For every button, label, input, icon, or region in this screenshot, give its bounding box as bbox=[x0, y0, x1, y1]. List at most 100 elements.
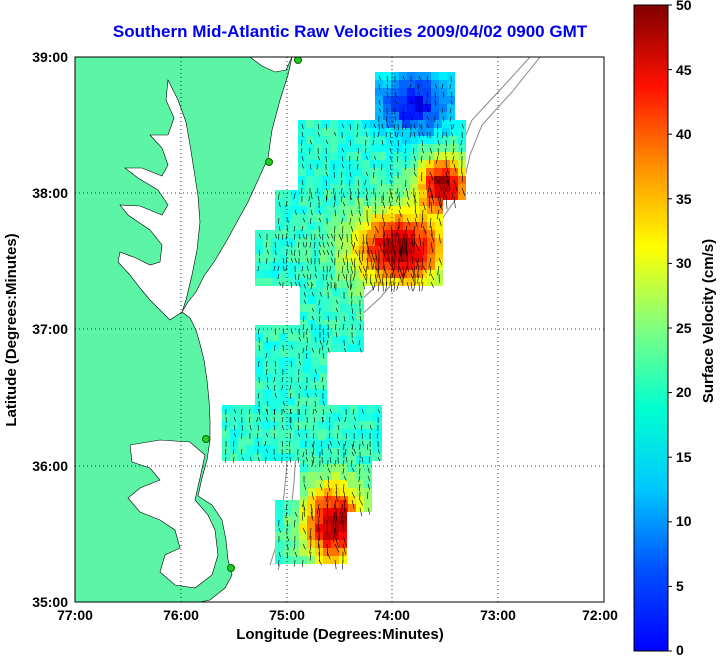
velocity-arrow bbox=[313, 456, 315, 464]
velocity-arrow bbox=[357, 179, 360, 186]
velocity-arrow bbox=[329, 408, 332, 414]
velocity-arrow bbox=[422, 209, 424, 220]
velocity-arrow bbox=[349, 193, 352, 200]
velocity-arrow bbox=[381, 123, 384, 130]
velocity-arrow bbox=[414, 201, 416, 211]
velocity-cell bbox=[311, 341, 319, 349]
velocity-arrow bbox=[397, 233, 400, 248]
velocity-arrow bbox=[365, 265, 368, 276]
velocity-arrow bbox=[321, 416, 324, 422]
velocity-arrow bbox=[330, 233, 334, 239]
velocity-arrow bbox=[390, 233, 394, 246]
velocity-arrow bbox=[297, 241, 300, 248]
velocity-cell bbox=[300, 304, 308, 312]
velocity-cell bbox=[407, 238, 415, 246]
velocity-arrow bbox=[413, 155, 417, 161]
velocity-arrow bbox=[321, 416, 324, 423]
velocity-cell bbox=[340, 296, 348, 304]
velocity-cell bbox=[335, 262, 343, 270]
velocity-cell bbox=[324, 304, 332, 312]
velocity-arrow bbox=[317, 519, 320, 533]
velocity-arrow bbox=[258, 233, 262, 238]
velocity-arrow bbox=[289, 424, 292, 430]
velocity-cell bbox=[278, 413, 286, 421]
velocity-arrow bbox=[350, 233, 353, 243]
velocity-cell bbox=[364, 456, 372, 464]
velocity-arrow bbox=[409, 83, 412, 89]
velocity-arrow bbox=[401, 131, 404, 138]
velocity-arrow bbox=[351, 315, 354, 321]
velocity-arrow bbox=[420, 273, 424, 284]
velocity-arrow bbox=[410, 233, 414, 247]
radar-station-marker bbox=[227, 564, 235, 572]
velocity-cell bbox=[426, 136, 434, 144]
velocity-cell bbox=[378, 128, 386, 136]
velocity-arrow bbox=[282, 408, 286, 413]
colorbar-tick-label: 20 bbox=[676, 384, 692, 400]
velocity-arrow bbox=[341, 155, 344, 162]
velocity-cell bbox=[394, 160, 402, 168]
velocity-cell bbox=[358, 413, 366, 421]
velocity-arrow bbox=[316, 503, 320, 515]
velocity-arrow bbox=[289, 392, 292, 399]
velocity-arrow bbox=[343, 491, 346, 502]
velocity-arrow bbox=[417, 83, 420, 90]
velocity-arrow bbox=[416, 265, 420, 278]
velocity-arrow bbox=[430, 201, 433, 214]
velocity-cell bbox=[291, 198, 299, 206]
velocity-arrow bbox=[305, 456, 309, 462]
velocity-arrow bbox=[382, 257, 386, 271]
velocity-arrow bbox=[286, 241, 289, 248]
velocity-arrow bbox=[398, 201, 401, 210]
velocity-cell bbox=[275, 540, 283, 548]
velocity-arrow bbox=[290, 281, 292, 288]
velocity-arrow bbox=[290, 257, 293, 263]
velocity-arrow bbox=[335, 299, 339, 304]
velocity-cell bbox=[306, 168, 314, 176]
x-tick-label: 74:00 bbox=[374, 607, 410, 623]
velocity-arrow bbox=[422, 265, 428, 274]
velocity-arrow bbox=[233, 440, 235, 447]
velocity-arrow bbox=[258, 416, 261, 422]
velocity-cell bbox=[255, 270, 263, 278]
velocity-arrow bbox=[340, 511, 344, 525]
velocity-arrow bbox=[453, 163, 457, 173]
velocity-arrow bbox=[322, 273, 324, 281]
velocity-arrow bbox=[395, 225, 400, 237]
velocity-arrow bbox=[314, 336, 317, 343]
velocity-arrow bbox=[264, 440, 267, 447]
velocity-arrow bbox=[357, 187, 359, 195]
velocity-arrow bbox=[342, 209, 345, 216]
velocity-cell bbox=[363, 222, 371, 230]
velocity-cell bbox=[300, 464, 308, 472]
velocity-arrow bbox=[420, 171, 423, 182]
velocity-cell bbox=[427, 206, 435, 214]
velocity-arrow bbox=[257, 456, 260, 462]
velocity-arrow bbox=[305, 400, 308, 407]
velocity-arrow bbox=[404, 163, 407, 171]
velocity-arrow bbox=[329, 448, 332, 454]
velocity-cell bbox=[434, 168, 442, 176]
velocity-arrow bbox=[309, 273, 312, 280]
velocity-arrow bbox=[340, 503, 344, 515]
velocity-arrow bbox=[461, 187, 466, 197]
velocity-arrow bbox=[311, 347, 314, 353]
velocity-arrow bbox=[302, 527, 307, 534]
velocity-arrow bbox=[393, 273, 396, 286]
velocity-arrow bbox=[345, 432, 347, 439]
velocity-arrow bbox=[325, 273, 328, 281]
velocity-cell bbox=[332, 448, 340, 456]
velocity-arrow bbox=[372, 257, 376, 270]
velocity-cell bbox=[323, 556, 331, 564]
velocity-arrow bbox=[461, 123, 464, 129]
y-tick-label: 38:00 bbox=[32, 185, 68, 201]
velocity-arrow bbox=[265, 448, 269, 453]
velocity-cell bbox=[330, 176, 338, 184]
plot-frame bbox=[74, 56, 605, 603]
velocity-arrow bbox=[367, 467, 370, 474]
velocity-arrow bbox=[413, 171, 417, 177]
velocity-arrow bbox=[285, 265, 288, 272]
velocity-arrow bbox=[382, 217, 386, 227]
velocity-cell bbox=[331, 214, 339, 222]
velocity-arrow bbox=[282, 400, 285, 406]
